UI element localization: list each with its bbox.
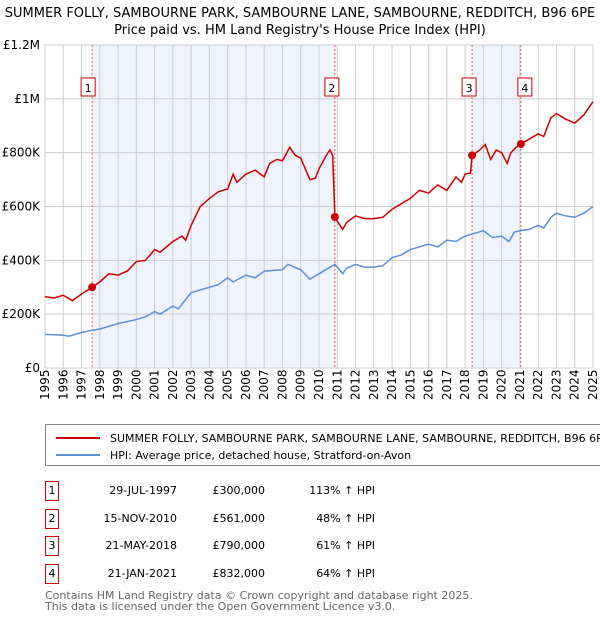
sale-marker-number: 2 <box>328 82 335 95</box>
transaction-price: £561,000 <box>212 511 266 525</box>
sale-marker-number: 1 <box>85 82 92 95</box>
sale-marker-badge <box>324 77 340 97</box>
x-tick-label: 2010 <box>312 369 326 400</box>
x-tick-label: 2006 <box>239 369 253 400</box>
x-tick-label: 2003 <box>184 369 198 400</box>
sale-marker-badge <box>80 77 96 97</box>
property-price-line <box>44 101 594 302</box>
legend-label-hpi: HPI: Average price, detached house, Stra… <box>110 448 412 462</box>
x-tick-label: 2005 <box>221 369 235 400</box>
x-tick-label: 2019 <box>476 369 490 400</box>
x-tick-label: 1996 <box>56 369 70 400</box>
transaction-hpi-change: 61% ↑ HPI <box>316 539 375 552</box>
x-tick-label: 2018 <box>458 369 472 400</box>
x-tick-label: 2009 <box>294 369 308 400</box>
x-tick-label: 2014 <box>385 369 399 400</box>
chart-subtitle: Price paid vs. HM Land Registry's House … <box>114 23 486 38</box>
y-tick-label: £1.2M <box>3 38 40 52</box>
transaction-number-badge: 2 <box>45 508 59 529</box>
transaction-date: 15-NOV-2010 <box>103 511 177 525</box>
x-tick-label: 2024 <box>568 369 582 400</box>
price-chart: 1995 1996 1997 1998 1999 2000 2001 2002 2003 2004… <box>2 38 600 400</box>
transaction-price: £300,000 <box>212 484 266 497</box>
transaction-date: 21-JAN-2021 <box>107 566 177 580</box>
x-tick-label: 1997 <box>75 369 89 400</box>
y-tick-label: £1M <box>14 92 40 106</box>
x-tick-label: 2004 <box>202 369 216 400</box>
transaction-number-badge: 4 <box>45 563 59 584</box>
transaction-hpi-change: 64% ↑ HPI <box>316 566 375 580</box>
footer-copyright: Contains HM Land Registry data © Crown c… <box>45 589 473 602</box>
x-tick-label: 1995 <box>38 369 52 400</box>
x-tick-label: 1999 <box>111 369 125 400</box>
transaction-hpi-change: 48% ↑ HPI <box>316 511 375 525</box>
transaction-date: 29-JUL-1997 <box>109 484 177 497</box>
x-tick-label: 2025 <box>586 369 600 400</box>
transaction-number-badge: 1 <box>45 481 59 501</box>
sale-marker-number: 4 <box>521 82 528 95</box>
sale-point <box>330 212 339 221</box>
x-tick-label: 2012 <box>349 369 363 400</box>
transaction-date: 21-MAY-2018 <box>105 539 177 552</box>
legend-item-property: SUMMER FOLLY, SAMBOURNE PARK, SAMBOURNE … <box>46 430 600 446</box>
x-tick-label: 2020 <box>495 369 509 400</box>
transaction-price: £790,000 <box>212 539 266 552</box>
x-tick-label: 2017 <box>440 369 454 400</box>
transaction-hpi-change: 113% ↑ HPI <box>309 484 375 497</box>
x-tick-label: 2013 <box>367 369 381 400</box>
legend-swatch-property <box>56 437 100 439</box>
legend-label-property: SUMMER FOLLY, SAMBOURNE PARK, SAMBOURNE … <box>110 431 600 445</box>
legend-swatch-hpi <box>56 454 100 456</box>
x-tick-label: 2022 <box>531 369 545 400</box>
sale-marker-number: 3 <box>466 82 473 95</box>
sale-marker-badge <box>461 77 477 97</box>
x-tick-label: 1998 <box>93 369 107 400</box>
y-tick-label: £800K <box>2 146 42 160</box>
y-tick-label: £600K <box>2 200 42 214</box>
y-tick-label: £200K <box>2 307 42 321</box>
x-tick-label: 2002 <box>166 369 180 400</box>
transaction-price: £832,000 <box>212 566 266 580</box>
sale-point <box>516 140 525 149</box>
footer: Contains HM Land Registry data © Crown c… <box>45 590 473 612</box>
x-tick-label: 2023 <box>549 369 563 400</box>
x-tick-label: 2011 <box>330 369 344 400</box>
x-tick-label: 2016 <box>422 369 436 400</box>
y-tick-label: £400K <box>2 253 42 267</box>
sale-marker-badge <box>517 77 533 97</box>
hpi-line <box>44 205 594 338</box>
x-tick-label: 2000 <box>129 369 143 400</box>
x-tick-label: 2001 <box>148 369 162 400</box>
chart-title: SUMMER FOLLY, SAMBOURNE PARK, SAMBOURNE … <box>4 6 596 21</box>
legend: SUMMER FOLLY, SAMBOURNE PARK, SAMBOURNE … <box>45 424 600 466</box>
transaction-number-badge: 3 <box>45 536 59 556</box>
x-tick-label: 2007 <box>257 369 271 400</box>
sale-point <box>468 151 477 160</box>
x-tick-label: 2021 <box>513 369 527 400</box>
y-tick-label: £0 <box>25 361 40 375</box>
footer-licence: This data is licensed under the Open Gov… <box>45 600 396 613</box>
legend-item-hpi: HPI: Average price, detached house, Stra… <box>46 447 411 463</box>
x-tick-label: 2008 <box>275 369 289 400</box>
sale-point <box>88 283 97 292</box>
x-tick-label: 2015 <box>403 369 417 400</box>
